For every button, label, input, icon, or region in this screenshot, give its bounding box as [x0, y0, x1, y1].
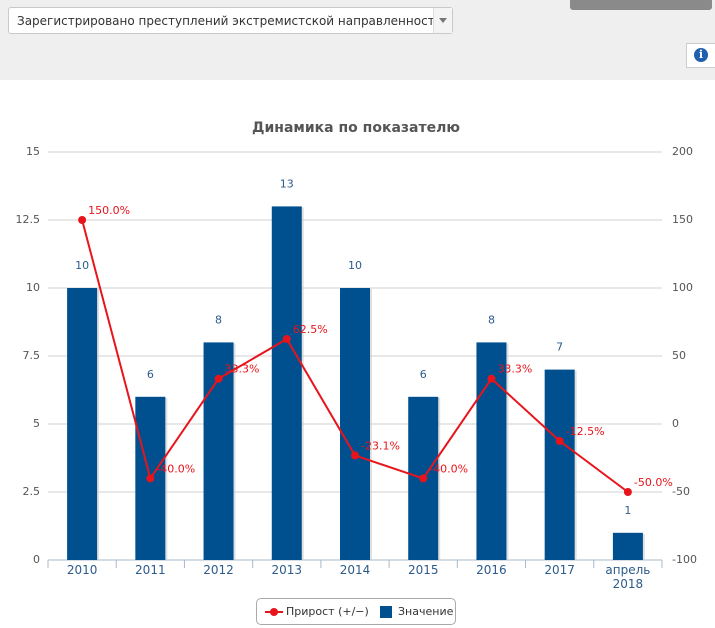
line-value-label: 33.3% [225, 363, 260, 376]
line-value-label: -23.1% [361, 439, 400, 452]
y2-tick-label: 150 [672, 213, 693, 226]
line-value-label: 33.3% [497, 363, 532, 376]
x-tick-label: 2012 [203, 563, 234, 577]
bar-value-label: 7 [556, 341, 563, 354]
indicator-select[interactable]: Зарегистрировано преступлений экстремист… [8, 7, 453, 34]
chart-title: Динамика по показателю [252, 120, 460, 136]
x-tick-label: 2010 [66, 563, 98, 577]
bar [340, 288, 370, 560]
bar [67, 288, 98, 560]
y2-tick-label: -100 [672, 553, 697, 566]
bar-value-label: 8 [215, 313, 222, 326]
line-point [78, 216, 87, 224]
legend-label: Прирост (+/−) [286, 605, 369, 618]
info-icon: i [694, 48, 708, 62]
bar [544, 369, 575, 560]
bar-value-label: 6 [147, 368, 154, 381]
bar-value-label: 6 [420, 368, 427, 381]
line-point [214, 374, 223, 383]
x-tick-label: 2016 [476, 563, 507, 577]
legend-marker [380, 606, 392, 618]
x-tick-label: 2017 [544, 563, 575, 577]
y-tick-label: 12.5 [16, 213, 41, 226]
line-point [623, 488, 632, 496]
select-arrow[interactable] [433, 8, 452, 33]
y2-tick-label: 100 [672, 281, 693, 294]
toolbar: Зарегистрировано преступлений экстремист… [0, 0, 715, 80]
y2-tick-label: -50 [672, 485, 690, 498]
y-tick-label: 15 [26, 145, 40, 158]
line-value-label: 62.5% [293, 323, 328, 336]
line-value-label: 150.0% [88, 204, 130, 217]
bar-value-label: 10 [75, 259, 89, 272]
legend-label: Значение [398, 605, 454, 618]
line-point [555, 437, 564, 445]
x-tick-label: 2015 [407, 563, 439, 577]
info-button[interactable]: i [686, 43, 715, 68]
bar-value-label: 1 [624, 504, 631, 517]
legend-dot [270, 608, 278, 616]
bar [612, 532, 643, 560]
bar-value-label: 8 [488, 313, 495, 326]
tab[interactable] [570, 0, 712, 10]
bar [271, 206, 302, 560]
line-value-label: -40.0% [429, 462, 468, 475]
y2-tick-label: 0 [672, 417, 679, 430]
legend: Прирост (+/−) Значение [256, 598, 456, 625]
line-point [487, 374, 496, 383]
y-tick-label: 5 [33, 417, 40, 430]
y-tick-label: 7.5 [23, 349, 41, 362]
bar-value-label: 10 [348, 259, 362, 272]
line-value-label: -50.0% [634, 476, 673, 489]
legend-marker [265, 608, 283, 616]
bar-value-label: 13 [280, 177, 294, 190]
y-tick-label: 10 [26, 281, 40, 294]
x-tick-label: 2014 [339, 563, 371, 577]
y2-tick-label: 50 [672, 349, 686, 362]
legend-box [380, 606, 392, 618]
x-tick-label: 2011 [135, 563, 166, 577]
line-point [419, 474, 428, 483]
line-point [146, 474, 155, 483]
select-text: Зарегистрировано преступлений экстремист… [17, 14, 443, 28]
x-tick-label: 2013 [271, 563, 303, 577]
line-point [282, 335, 291, 343]
line-point [351, 451, 359, 460]
y2-tick-label: 200 [672, 145, 693, 158]
y-tick-label: 0 [33, 553, 40, 566]
line-value-label: -40.0% [156, 462, 195, 475]
x-tick-label: апрель 2018 [605, 563, 651, 591]
y-tick-label: 2.5 [23, 485, 41, 498]
line-value-label: -12.5% [566, 425, 605, 438]
